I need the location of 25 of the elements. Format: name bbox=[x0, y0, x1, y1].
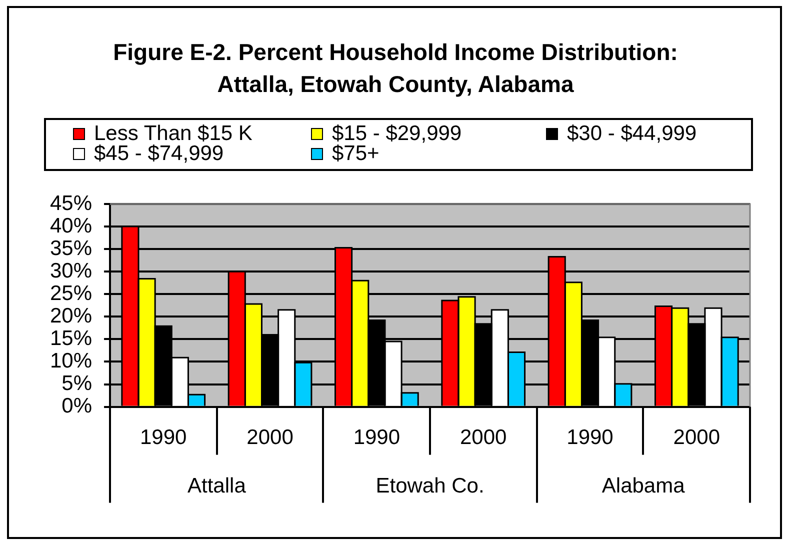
y-tick-label: 35% bbox=[50, 236, 92, 260]
legend-label: $15 - $29,999 bbox=[332, 122, 462, 145]
chart-title: Figure E-2. Percent Household Income Distribution: Attalla, Etowah County, Alabama bbox=[112, 38, 679, 99]
legend-label: $45 - $74,999 bbox=[94, 142, 224, 165]
y-tick-label: 10% bbox=[50, 350, 92, 373]
y-tick-label: 25% bbox=[50, 282, 92, 305]
text: Attalla bbox=[188, 474, 246, 498]
x-tick-label: 1990 bbox=[566, 426, 614, 450]
y-tick-label: 15% bbox=[50, 326, 92, 350]
x-tick-label: 2000 bbox=[673, 426, 720, 450]
text: Etowah Co. bbox=[376, 474, 484, 498]
y-tick-label: 0% bbox=[62, 394, 92, 418]
y-tick-label: 45% bbox=[50, 192, 92, 215]
y-tick-label: 20% bbox=[50, 304, 92, 328]
x-tick-label: 2000 bbox=[246, 426, 294, 450]
y-tick-label: 40% bbox=[50, 214, 92, 238]
x-tick-label: 1990 bbox=[353, 426, 400, 450]
legend-label: $75+ bbox=[332, 142, 380, 165]
y-tick-label: 30% bbox=[50, 259, 92, 282]
x-tick-label: 2000 bbox=[460, 426, 507, 450]
y-tick-label: 5% bbox=[62, 372, 92, 396]
x-tick-label: 1990 bbox=[140, 426, 187, 450]
legend-label: $30 - $44,999 bbox=[567, 122, 697, 145]
text: Alabama bbox=[602, 474, 686, 498]
legend-label: Less Than $15 K bbox=[94, 122, 252, 145]
